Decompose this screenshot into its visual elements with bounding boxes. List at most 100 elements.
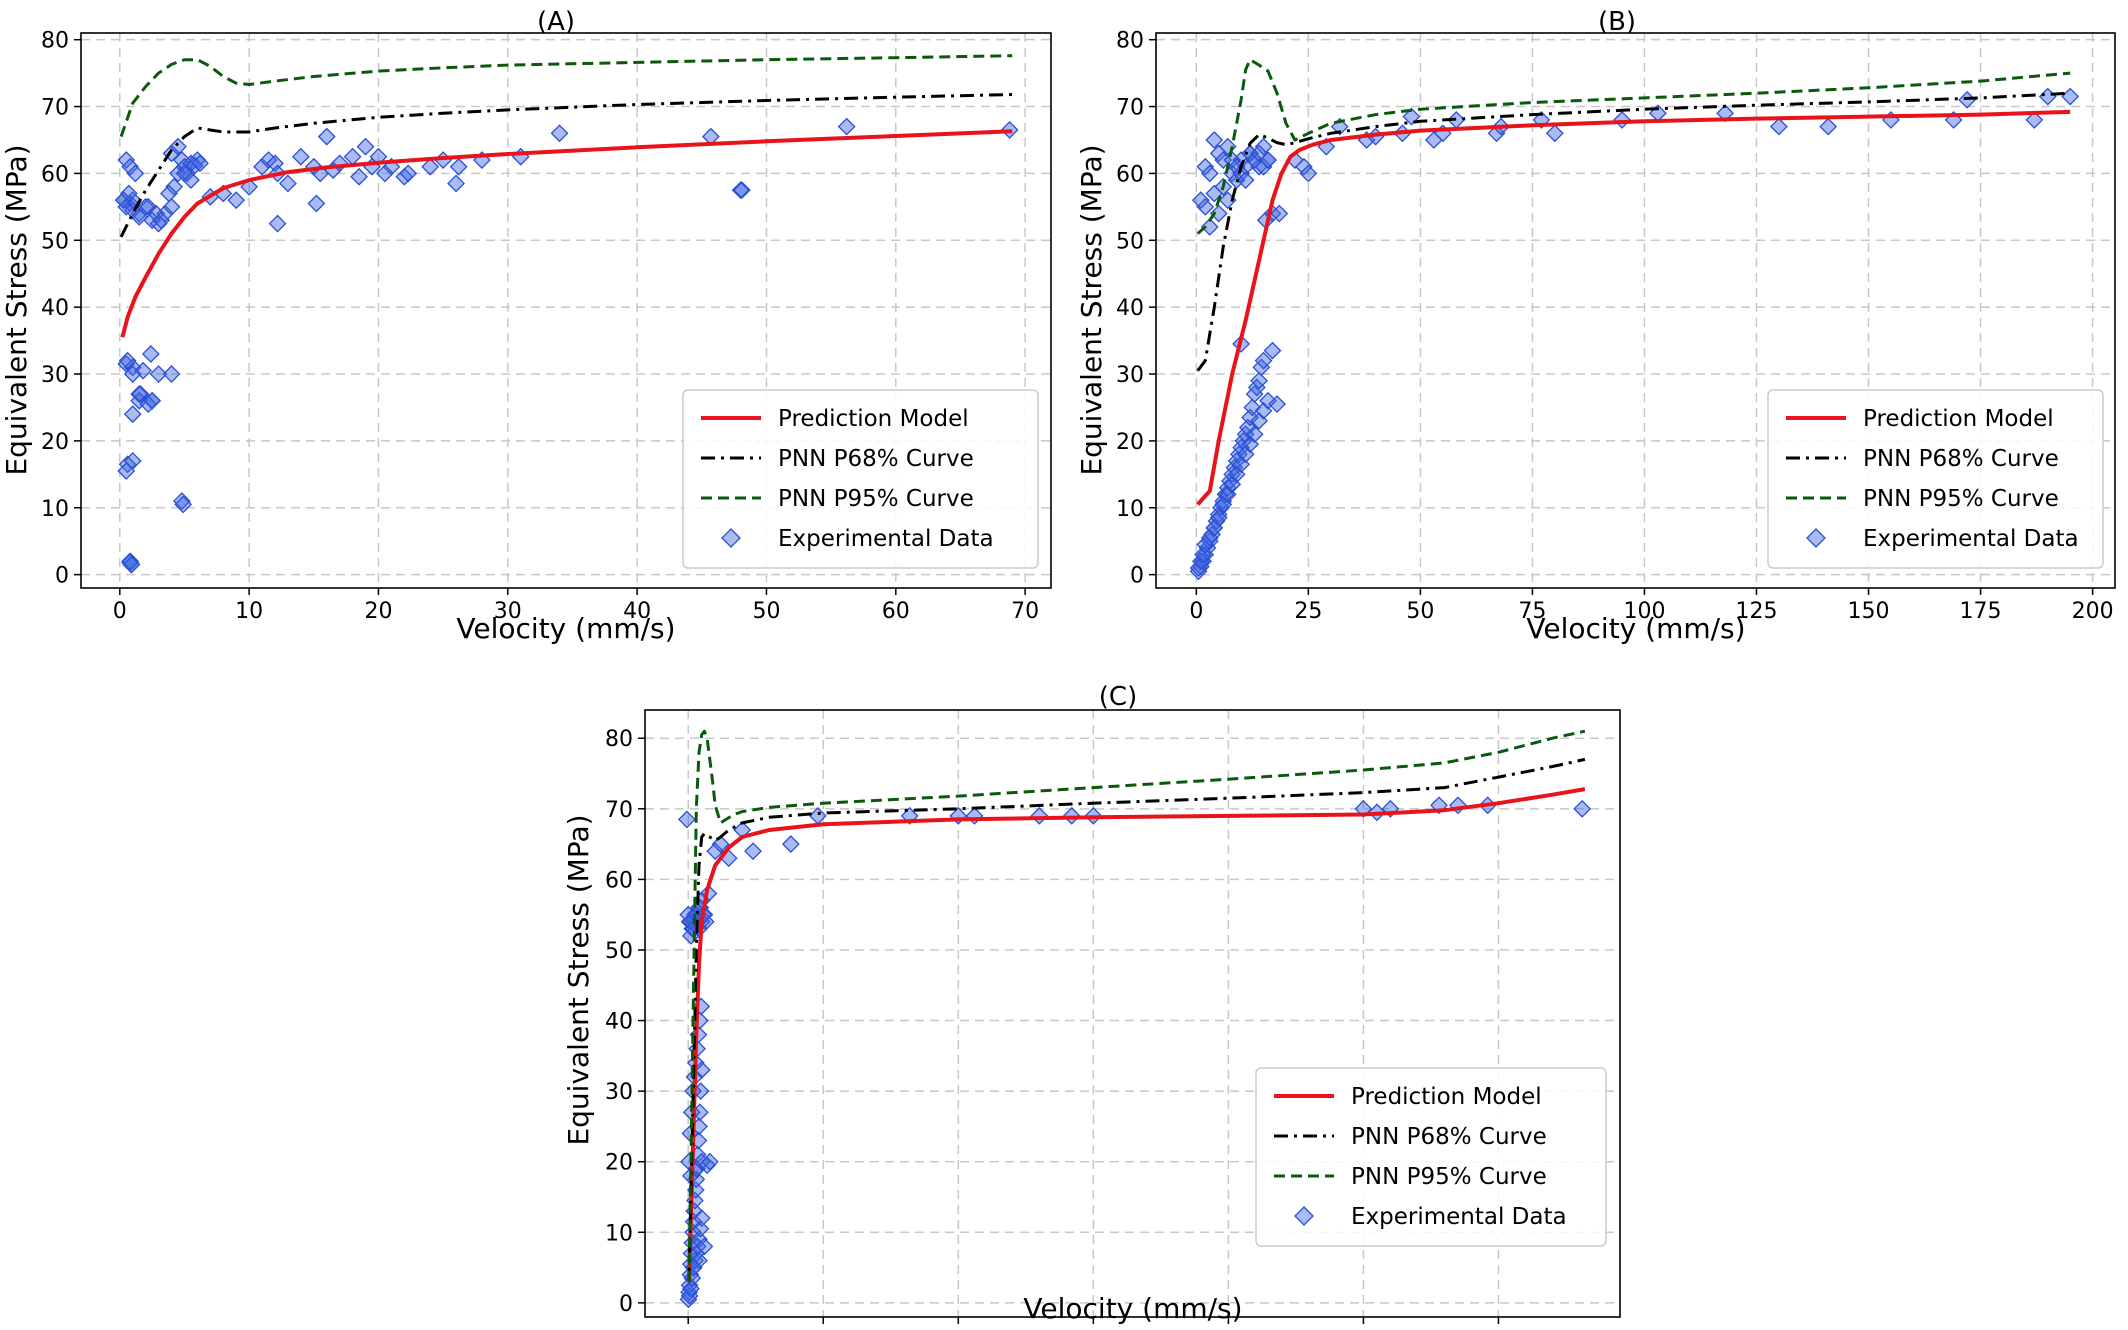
- legend-label: Prediction Model: [1351, 1084, 1542, 1110]
- data-point: [1819, 117, 1838, 136]
- legend-marker: [1806, 528, 1826, 548]
- data-point: [1259, 391, 1277, 410]
- legend-box: [1255, 1067, 1607, 1247]
- legend-label: Experimental Data: [1351, 1204, 1567, 1230]
- panel-title: (A): [537, 7, 575, 37]
- data-point: [1214, 151, 1233, 169]
- x-tick-label: 100: [1623, 599, 1665, 624]
- data-point: [1030, 806, 1049, 825]
- data-point: [165, 177, 184, 196]
- data-point: [695, 1237, 714, 1256]
- y-tick-label: 30: [605, 1080, 633, 1105]
- data-point: [117, 462, 136, 480]
- data-point: [744, 842, 762, 861]
- data-point: [117, 151, 136, 169]
- x-tick-label: 150: [1848, 599, 1890, 624]
- y-tick-label: 50: [1116, 229, 1144, 254]
- data-point: [1245, 151, 1264, 169]
- data-point: [550, 124, 569, 143]
- data-point: [268, 214, 287, 233]
- y-tick-label: 80: [605, 727, 633, 752]
- data-point: [1241, 408, 1260, 427]
- x-tick-label: 75: [1518, 599, 1546, 624]
- y-tick-label: 10: [41, 497, 69, 522]
- x-tick-label: 60: [882, 599, 910, 624]
- data-point: [1200, 217, 1219, 236]
- data-point: [1196, 535, 1215, 554]
- data-point: [350, 167, 368, 186]
- x-tick-label: 300: [1477, 1328, 1519, 1330]
- x-tick-label: 200: [2072, 599, 2114, 624]
- data-point: [119, 184, 138, 203]
- data-point: [175, 157, 194, 176]
- data-point: [1236, 171, 1255, 190]
- legend-label: Experimental Data: [778, 526, 994, 552]
- data-point: [2025, 111, 2044, 129]
- plot-frame: [644, 709, 1621, 1318]
- y-tick-label: 20: [41, 430, 69, 455]
- data-point: [191, 154, 209, 173]
- y-tick-label: 30: [41, 363, 69, 388]
- data-point: [162, 365, 181, 383]
- data-point: [711, 835, 730, 854]
- x-tick-label: 250: [1342, 1328, 1384, 1330]
- data-point: [1196, 157, 1215, 176]
- data-point: [162, 197, 181, 216]
- grid-lines: [81, 33, 1051, 588]
- data-point: [706, 842, 725, 861]
- data-point: [1196, 197, 1215, 216]
- x-axis-label: Velocity (mm/s): [456, 612, 675, 645]
- data-point: [1232, 164, 1251, 183]
- axis-ticks: 0 25 50 75 100 125 150 175 200 0 10 20 30 40 50 60 70 80: [1116, 29, 2114, 624]
- data-point: [700, 1152, 719, 1171]
- data-point: [1299, 164, 1318, 183]
- data-point: [130, 207, 149, 226]
- data-point: [449, 157, 468, 176]
- data-point: [169, 137, 187, 156]
- data-point: [291, 147, 310, 166]
- data-point: [1254, 137, 1273, 156]
- plot-data: [114, 54, 1019, 574]
- legend-marker: [721, 528, 741, 548]
- x-tick-label: 0: [113, 599, 127, 624]
- data-point: [114, 191, 133, 210]
- data-point: [1254, 351, 1273, 370]
- legend-label: PNN P95% Curve: [1863, 486, 2059, 512]
- y-tick-label: 50: [605, 939, 633, 964]
- data-point: [149, 365, 168, 383]
- legend-label: Prediction Model: [1863, 406, 2054, 432]
- data-point: [1254, 157, 1273, 176]
- legend-label: PNN P68% Curve: [1351, 1124, 1547, 1150]
- data-point: [182, 171, 200, 190]
- y-tick-label: 40: [1116, 296, 1144, 321]
- x-tick-label: 125: [1735, 599, 1777, 624]
- axis-ticks: 0 50 100 150 200 250 300 0 10 20 30 40 50 60 70 80: [605, 727, 1519, 1330]
- x-tick-label: 150: [1072, 1328, 1114, 1330]
- series-line-pnn-p68-curve: [1196, 91, 2071, 372]
- data-point: [1270, 204, 1289, 223]
- data-point: [266, 154, 284, 173]
- y-tick-label: 0: [55, 564, 69, 589]
- plot-frame: [80, 32, 1052, 589]
- y-tick-label: 0: [619, 1292, 633, 1317]
- data-point: [681, 1279, 700, 1298]
- legend-label: PNN P68% Curve: [778, 446, 974, 472]
- x-tick-label: 0: [1189, 599, 1203, 624]
- data-point: [837, 117, 856, 136]
- data-point: [421, 157, 440, 176]
- data-point: [376, 164, 394, 183]
- y-axis-label: Equivalent Stress (MPa): [1075, 144, 1108, 475]
- data-point: [1205, 131, 1224, 149]
- data-point: [965, 806, 984, 825]
- legend: Prediction Model PNN P68% Curve PNN P95% C…: [682, 389, 1039, 569]
- y-tick-label: 60: [1116, 162, 1144, 187]
- series-line-prediction-model: [1196, 109, 2071, 506]
- data-point: [690, 1230, 708, 1249]
- y-tick-label: 50: [41, 229, 69, 254]
- data-point: [152, 211, 171, 230]
- x-tick-label: 30: [494, 599, 522, 624]
- data-point: [279, 174, 297, 193]
- data-point: [160, 184, 178, 203]
- data-point: [1294, 157, 1313, 176]
